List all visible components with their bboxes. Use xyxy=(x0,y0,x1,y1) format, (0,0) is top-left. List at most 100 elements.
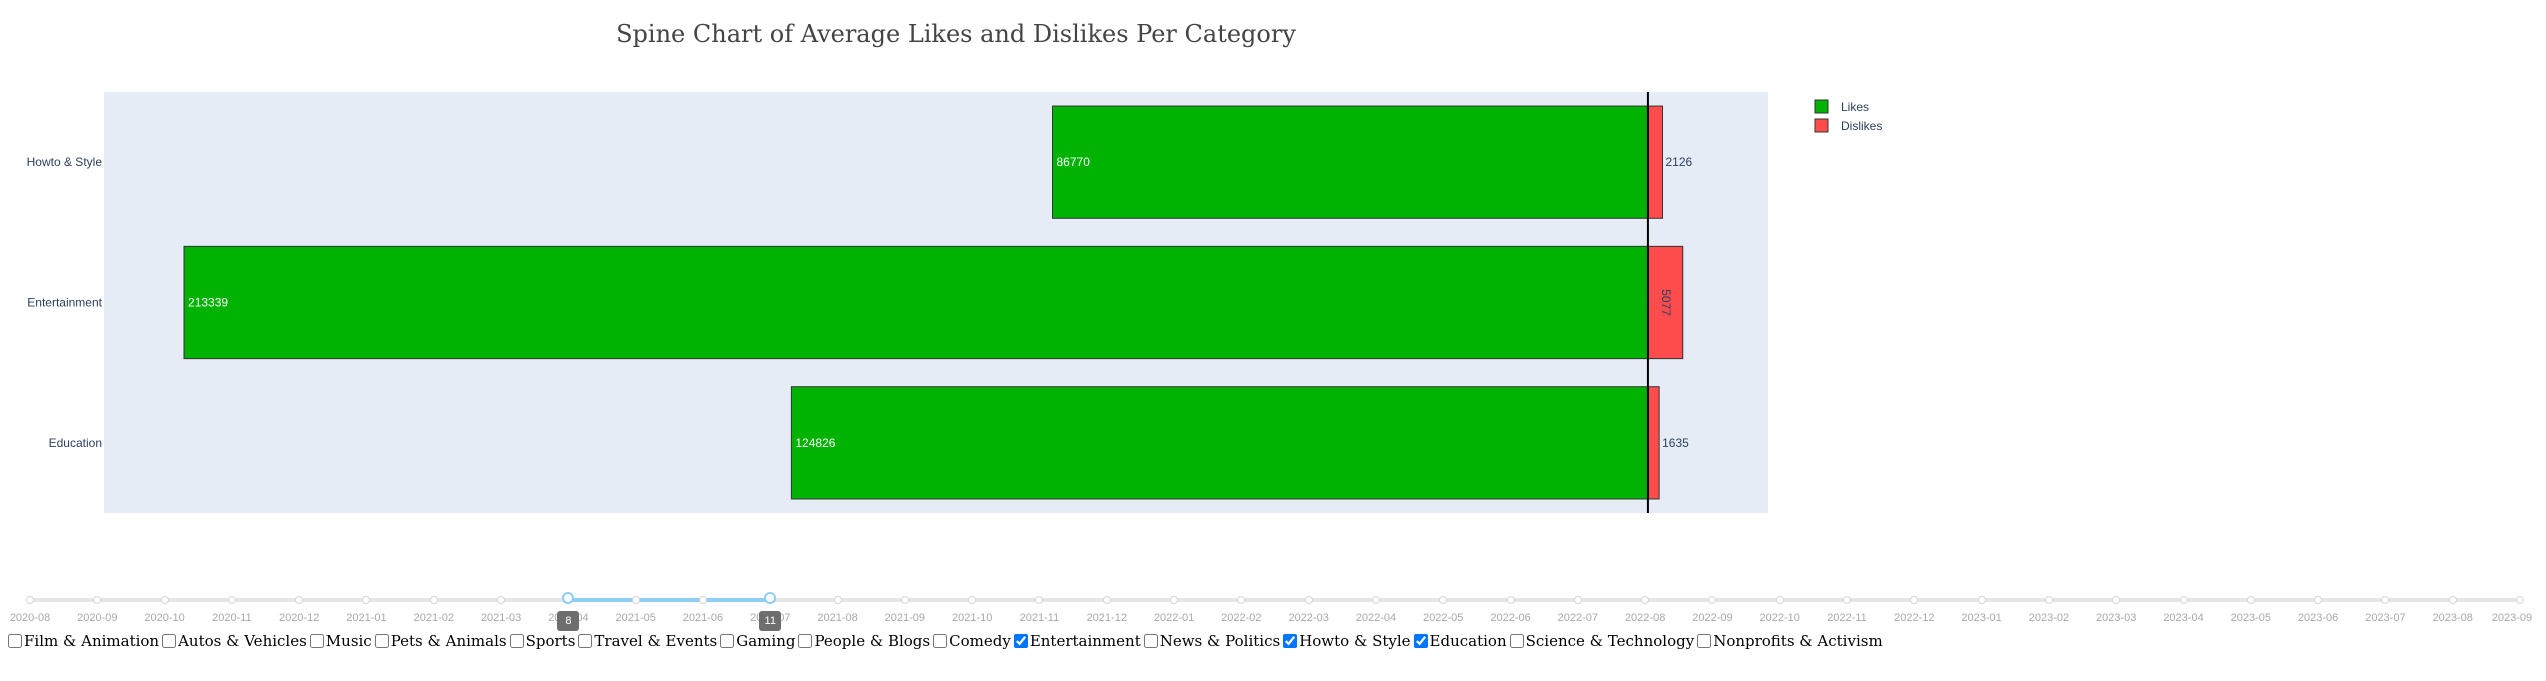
slider-end-badge: 11 xyxy=(759,611,782,631)
category-checkbox[interactable] xyxy=(798,634,813,648)
category-checkbox[interactable] xyxy=(1413,634,1428,648)
legend-swatch[interactable] xyxy=(1814,99,1829,114)
slider-tick-label: 2022-01 xyxy=(1153,612,1195,624)
slider-tick-label: 2021-08 xyxy=(817,612,858,624)
category-checkbox[interactable] xyxy=(720,634,735,648)
slider-tick-label: 2023-01 xyxy=(1961,612,2002,624)
category-checkbox[interactable] xyxy=(1509,634,1524,648)
likes-bar xyxy=(1052,105,1649,219)
category-checkbox-item[interactable]: Howto & Style xyxy=(1283,632,1411,650)
category-checkbox-item[interactable]: Entertainment xyxy=(1013,632,1141,650)
category-checkbox-label: Autos & Vehicles xyxy=(178,632,307,650)
slider-tick-label: 2020-08 xyxy=(9,612,51,624)
likes-bar-label: 86770 xyxy=(1057,155,1091,169)
slider-end-handle[interactable] xyxy=(764,592,777,604)
slider-tick-label: 2022-02 xyxy=(1221,612,1262,624)
legend-label[interactable]: Dislikes xyxy=(1841,119,1882,133)
category-checkbox-label: Science & Technology xyxy=(1525,632,1695,650)
slider-tick-label: 2022-10 xyxy=(1759,612,1800,624)
slider-step-dot xyxy=(160,596,169,604)
category-checkbox-label: News & Politics xyxy=(1159,632,1281,650)
category-checkbox-item[interactable]: Education xyxy=(1413,632,1507,650)
category-checkbox[interactable] xyxy=(162,634,177,648)
category-checkbox-item[interactable]: Gaming xyxy=(720,632,795,650)
category-checkbox-item[interactable]: Pets & Animals xyxy=(374,632,507,650)
category-checkbox-item[interactable]: Music xyxy=(309,632,372,650)
slider-tick-label: 2020-11 xyxy=(212,612,252,624)
dislikes-bar xyxy=(1647,386,1660,500)
category-checkbox-item[interactable]: Science & Technology xyxy=(1509,632,1695,650)
slider-step-dot xyxy=(1977,596,1986,604)
slider-step-dot xyxy=(2381,596,2390,604)
category-checkbox-label: Howto & Style xyxy=(1299,632,1411,650)
slider-step-dot xyxy=(2179,596,2188,604)
category-checkbox-item[interactable]: Sports xyxy=(509,632,576,650)
legend-label[interactable]: Likes xyxy=(1841,100,1869,114)
category-labels: Howto & Style Entertainment Education xyxy=(27,155,103,450)
category-checklist[interactable]: Film & Animation Autos & Vehicles Music Pet… xyxy=(8,632,1886,652)
slider-tick-label: 2023-07 xyxy=(2365,612,2406,624)
slider-tick-label: 2023-03 xyxy=(2096,612,2137,624)
slider-tick-label: 2022-09 xyxy=(1692,612,1733,624)
dislikes-bar xyxy=(1647,105,1664,219)
category-checkbox-label: Education xyxy=(1429,632,1507,650)
slider-step-dot xyxy=(429,596,438,604)
slider-selected-range xyxy=(568,598,771,602)
slider-step-dot xyxy=(1506,596,1515,604)
slider-tick-label: 2022-08 xyxy=(1624,612,1666,624)
category-checkbox-item[interactable]: Comedy xyxy=(933,632,1011,650)
category-checkbox-item[interactable]: Travel & Events xyxy=(578,632,717,650)
legend-swatch[interactable] xyxy=(1814,118,1829,133)
likes-bar-label: 213339 xyxy=(188,296,228,310)
slider-tick-label: 2021-12 xyxy=(1086,612,1127,624)
slider-step-dot xyxy=(1170,596,1179,604)
slider-step-dot xyxy=(362,596,371,604)
category-checkbox[interactable] xyxy=(1697,634,1712,648)
category-checkbox[interactable] xyxy=(933,634,948,648)
slider-tick-label: 2020-10 xyxy=(144,612,185,624)
slider-track[interactable] xyxy=(30,598,2520,602)
slider-step-dot xyxy=(1371,596,1380,604)
slider-step-dot xyxy=(227,596,236,604)
category-label: Education xyxy=(49,436,102,450)
category-checkbox[interactable] xyxy=(1283,634,1298,648)
category-checkbox-label: Entertainment xyxy=(1029,632,1141,650)
category-checkbox-label: Gaming xyxy=(736,632,796,650)
slider-tick-label: 2021-01 xyxy=(346,612,387,624)
dislikes-bar-label: 2126 xyxy=(1666,155,1693,169)
slider-step-dot xyxy=(968,596,977,604)
category-checkbox-item[interactable]: News & Politics xyxy=(1143,632,1281,650)
slider-tick-label: 2023-05 xyxy=(2230,612,2271,624)
category-checkbox-item[interactable]: Film & Animation xyxy=(8,632,159,650)
slider-step-dot xyxy=(2448,596,2457,604)
likes-bar-label: 124826 xyxy=(795,436,835,450)
slider-start-handle[interactable] xyxy=(562,592,575,604)
category-checkbox[interactable] xyxy=(578,634,593,648)
category-checkbox[interactable] xyxy=(8,634,22,648)
slider-start-badge: 8 xyxy=(557,611,580,631)
category-checkbox-label: Comedy xyxy=(949,632,1011,650)
category-checkbox[interactable] xyxy=(1143,634,1158,648)
slider-step-dot xyxy=(1775,596,1784,604)
category-checkbox[interactable] xyxy=(374,634,389,648)
category-checkbox-item[interactable]: Autos & Vehicles xyxy=(162,632,307,650)
slider-tick-label: 2022-06 xyxy=(1490,612,1531,624)
category-checkbox[interactable] xyxy=(309,634,324,648)
category-checkbox[interactable] xyxy=(509,634,524,648)
slider-step-dot xyxy=(1708,596,1717,604)
slider-tick-label: 2023-02 xyxy=(2028,612,2070,624)
slider-tick-label: 2022-11 xyxy=(1827,612,1867,624)
slider-tick-label: 2021-11 xyxy=(1019,612,1060,624)
slider-tick-label: 2023-04 xyxy=(2163,612,2204,624)
likes-bar xyxy=(790,386,1649,500)
category-checkbox[interactable] xyxy=(1013,634,1028,648)
category-checkbox-item[interactable]: People & Blogs xyxy=(798,632,930,650)
slider-tick-label: 2020-12 xyxy=(279,612,320,624)
category-checkbox-label: Nonprofits & Activism xyxy=(1713,632,1883,650)
slider-step-dot xyxy=(93,596,102,604)
category-checkbox-label: Sports xyxy=(525,632,576,650)
bars-layer: 86770 2126 213339 5077 124826 1635 xyxy=(183,105,1693,500)
category-checkbox-label: Pets & Animals xyxy=(390,632,507,650)
category-checkbox-item[interactable]: Nonprofits & Activism xyxy=(1697,632,1883,650)
slider-tick-label: 2023-08 xyxy=(2432,612,2473,624)
